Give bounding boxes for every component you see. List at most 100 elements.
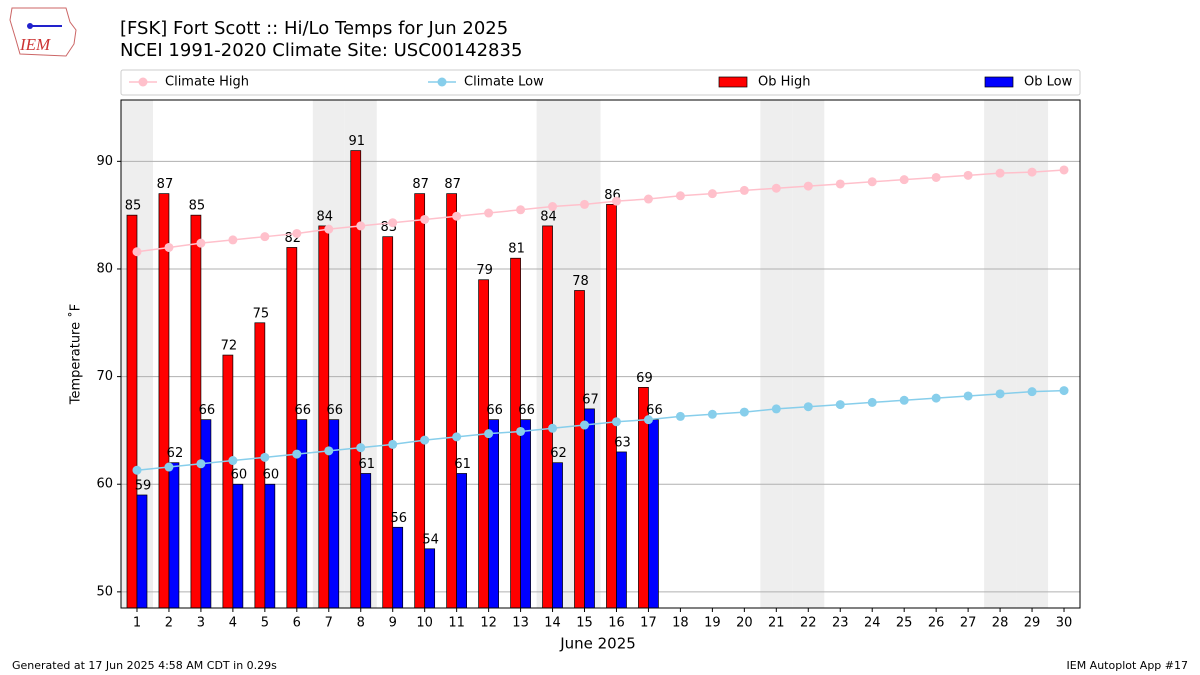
x-tick-label: 23: [832, 616, 849, 631]
line-marker: [707, 409, 717, 419]
data-label: 84: [317, 209, 334, 224]
x-tick-label: 16: [608, 616, 625, 631]
y-tick-label: 50: [96, 584, 113, 599]
line-marker: [228, 456, 238, 466]
data-label: 56: [390, 511, 407, 526]
x-tick-label: 15: [576, 616, 593, 631]
line-marker: [452, 432, 462, 442]
x-tick-label: 30: [1056, 616, 1073, 631]
y-tick-label: 60: [96, 477, 113, 492]
line-marker: [611, 196, 621, 206]
x-tick-label: 3: [197, 616, 205, 631]
bar: [478, 279, 489, 609]
data-label: 66: [486, 403, 503, 418]
line-marker: [452, 211, 462, 221]
chart-title: [FSK] Fort Scott :: Hi/Lo Temps for Jun …: [120, 18, 508, 39]
data-label: 78: [572, 274, 589, 289]
line-marker: [420, 214, 430, 224]
data-label: 75: [253, 306, 270, 321]
line-marker: [611, 417, 621, 427]
bar: [446, 193, 457, 609]
line-marker: [292, 449, 302, 459]
x-tick-label: 22: [800, 616, 817, 631]
data-label: 62: [167, 446, 184, 461]
x-tick-label: 8: [357, 616, 365, 631]
line-marker: [516, 205, 526, 215]
x-tick-label: 13: [512, 616, 529, 631]
climate-line: [136, 169, 1065, 253]
weekend-band: [792, 100, 825, 608]
bar: [552, 462, 563, 609]
y-tick-label: 80: [96, 261, 113, 276]
bar: [126, 214, 138, 609]
line-marker: [516, 426, 526, 436]
footer-right: IEM Autoplot App #17: [1067, 659, 1189, 672]
data-label: 66: [199, 403, 216, 418]
line-marker: [164, 242, 174, 252]
line-marker: [356, 221, 366, 231]
line-marker: [899, 395, 909, 405]
line-marker: [835, 400, 845, 410]
x-tick-label: 11: [448, 616, 465, 631]
x-tick-label: 12: [480, 616, 497, 631]
data-label: 91: [348, 134, 365, 149]
legend-swatch: [984, 76, 1014, 88]
line-marker: [388, 439, 398, 449]
line-marker: [1059, 165, 1069, 175]
x-tick-label: 19: [704, 616, 721, 631]
line-marker: [292, 228, 302, 238]
legend-label: Climate Low: [464, 75, 544, 90]
x-tick-label: 26: [928, 616, 945, 631]
bar: [350, 150, 362, 609]
line-marker: [420, 435, 430, 445]
x-tick-label: 27: [960, 616, 977, 631]
x-tick-label: 1: [133, 616, 141, 631]
line-marker: [867, 397, 877, 407]
data-label: 87: [444, 177, 461, 192]
line-marker: [324, 446, 334, 456]
line-marker: [995, 389, 1005, 399]
data-label: 66: [327, 403, 344, 418]
data-label: 54: [422, 532, 439, 547]
line-marker: [1059, 386, 1069, 396]
bar: [360, 473, 372, 609]
data-label: 66: [518, 403, 535, 418]
data-label: 72: [221, 339, 238, 354]
bar: [424, 548, 436, 609]
legend-box: [120, 69, 1081, 96]
x-tick-label: 29: [1024, 616, 1041, 631]
line-marker: [548, 423, 558, 433]
bar: [136, 494, 148, 609]
legend-label: Climate High: [165, 75, 249, 90]
line-marker: [1027, 387, 1037, 397]
line-marker: [771, 404, 781, 414]
line-marker: [835, 179, 845, 189]
line-marker: [1027, 167, 1037, 177]
line-marker: [675, 411, 685, 421]
bar: [456, 473, 467, 609]
data-label: 87: [157, 177, 174, 192]
logo: IEM: [9, 7, 77, 57]
data-label: 63: [614, 435, 631, 450]
bar: [382, 236, 394, 609]
x-axis-label: June 2025: [559, 635, 636, 653]
legend-label: Ob Low: [1024, 75, 1073, 90]
plot-frame: [120, 99, 1081, 609]
bar: [584, 408, 595, 609]
x-tick-label: 28: [992, 616, 1009, 631]
line-marker: [803, 181, 813, 191]
bar: [254, 322, 266, 609]
x-tick-label: 21: [768, 616, 785, 631]
y-tick-label: 90: [96, 154, 113, 169]
data-label: 60: [263, 468, 280, 483]
line-marker: [132, 247, 142, 257]
data-label: 69: [636, 371, 653, 386]
data-label: 85: [125, 199, 142, 214]
legend-marker: [437, 77, 447, 87]
line-marker: [388, 218, 398, 228]
weekend-band: [760, 100, 793, 608]
line-marker: [739, 407, 749, 417]
data-label: 62: [550, 446, 567, 461]
y-axis-label: Temperature ˚F: [68, 304, 84, 405]
